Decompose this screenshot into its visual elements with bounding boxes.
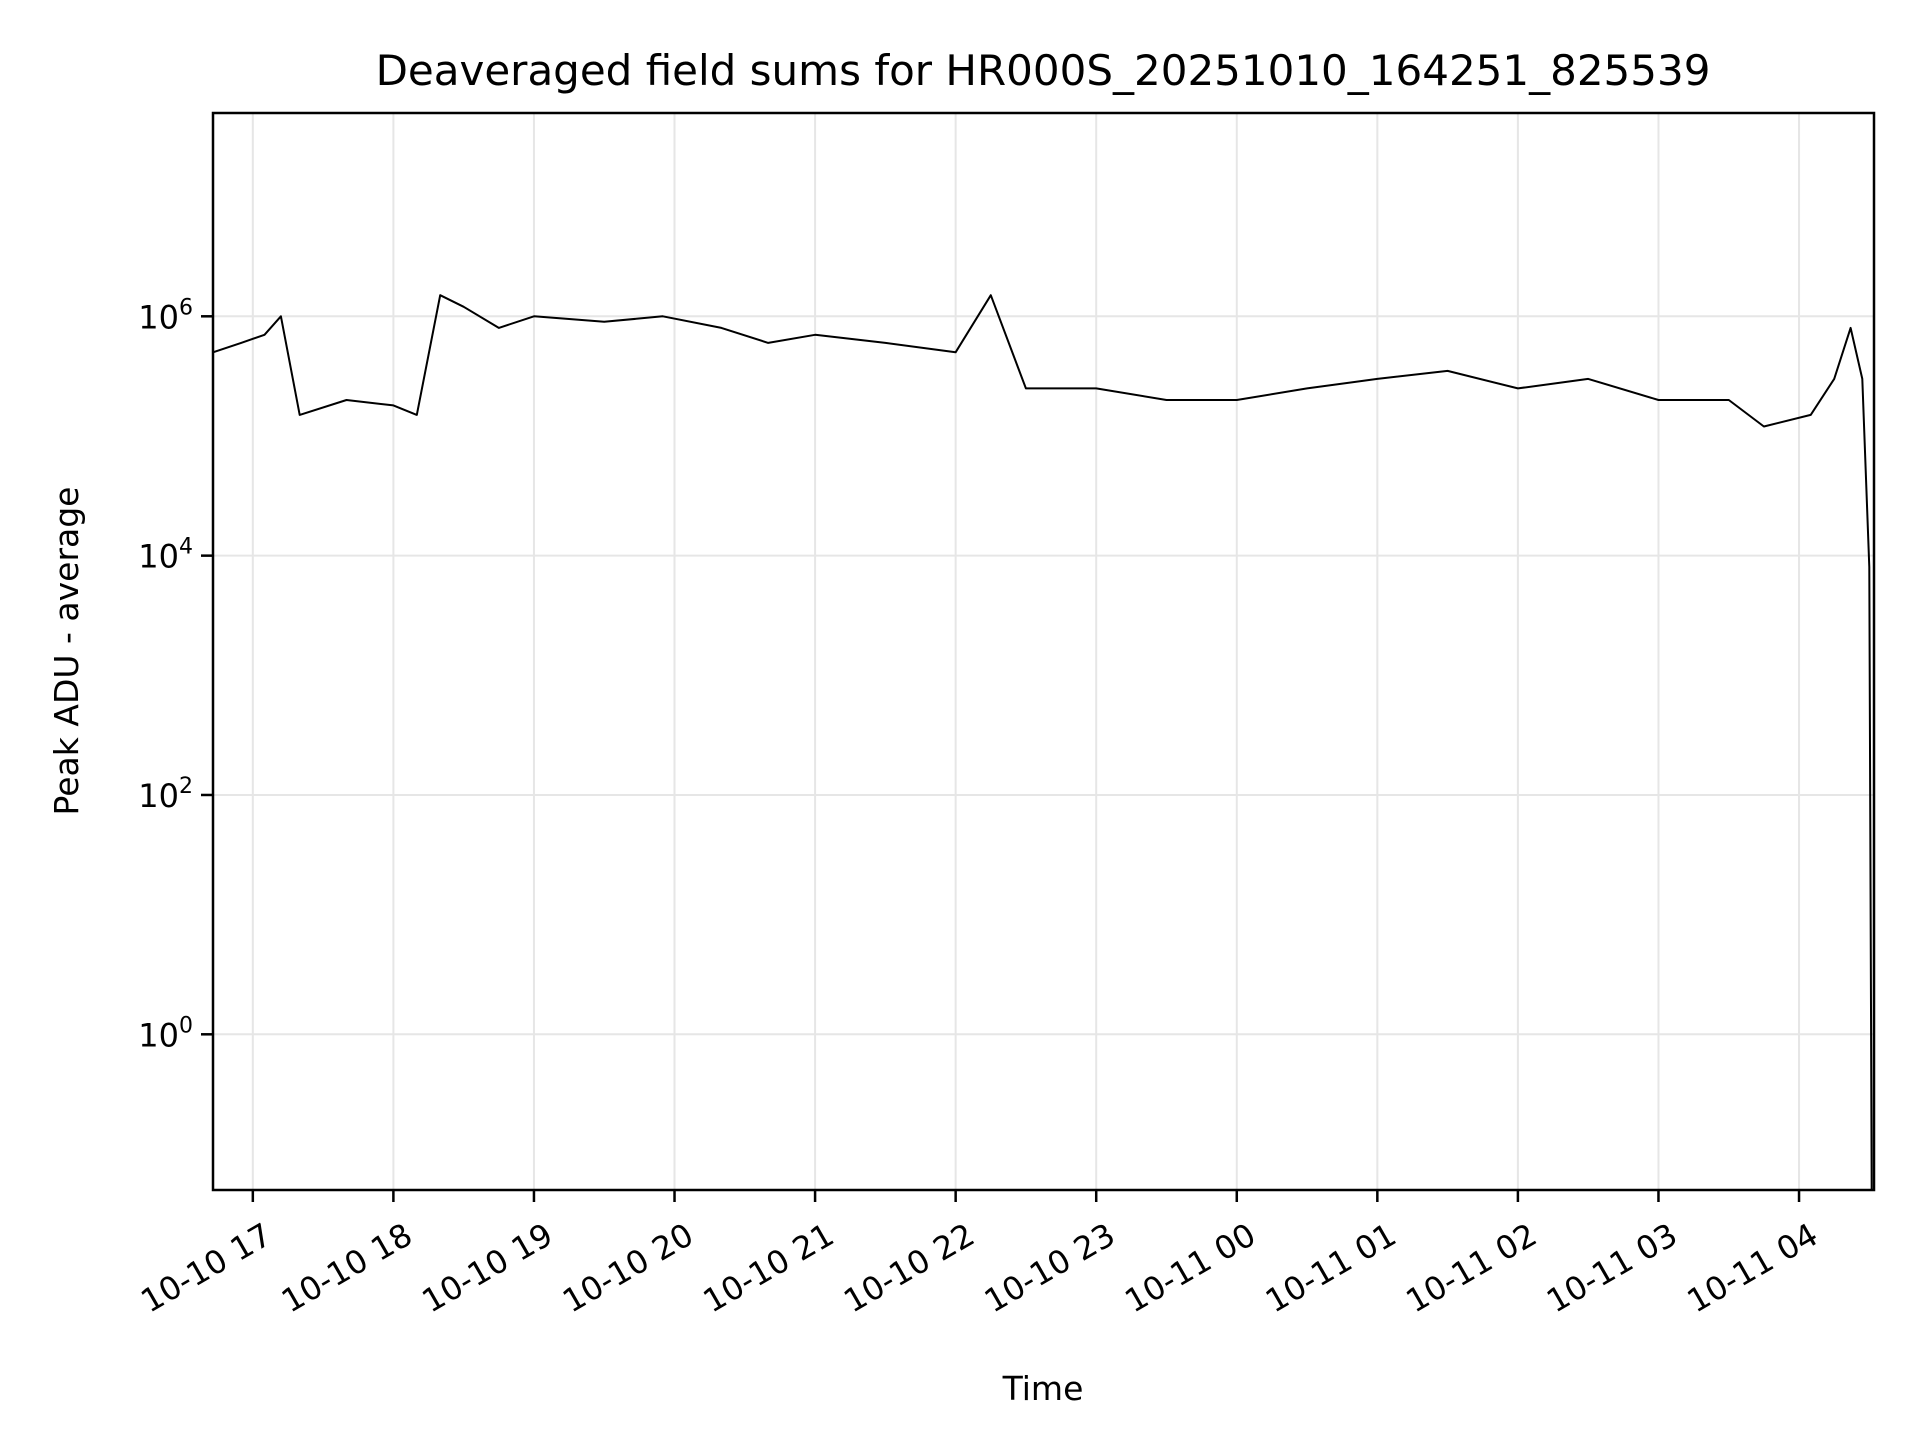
x-tick-label: 10-10 23 (978, 1215, 1122, 1320)
x-tick-label: 10-11 03 (1540, 1215, 1684, 1320)
y-tick-label: 104 (138, 535, 193, 576)
x-tick-label: 10-11 00 (1118, 1215, 1262, 1320)
x-tick-label: 10-10 22 (837, 1215, 981, 1320)
series-line (212, 294, 1873, 1191)
grid-layer (213, 113, 1874, 1190)
x-tick-label: 10-10 17 (134, 1215, 278, 1320)
x-tick-label: 10-11 01 (1259, 1215, 1403, 1320)
y-tick-label: 102 (138, 774, 193, 815)
y-tick-label: 100 (138, 1013, 193, 1054)
x-tick-label: 10-10 18 (275, 1215, 419, 1320)
data-layer (212, 294, 1873, 1191)
chart-title: Deaveraged field sums for HR000S_2025101… (376, 46, 1711, 95)
x-tick-label: 10-11 02 (1400, 1215, 1544, 1320)
x-tick-label: 10-11 04 (1681, 1215, 1825, 1320)
y-axis-title: Peak ADU - average (47, 487, 86, 816)
x-tick-label: 10-10 20 (556, 1215, 700, 1320)
plot-frame (211, 111, 1876, 1192)
x-axis-title: Time (1002, 1369, 1084, 1408)
x-tick-label: 10-10 21 (697, 1215, 841, 1320)
y-tick-label: 106 (138, 295, 193, 336)
x-tick-label: 10-10 19 (416, 1215, 560, 1320)
